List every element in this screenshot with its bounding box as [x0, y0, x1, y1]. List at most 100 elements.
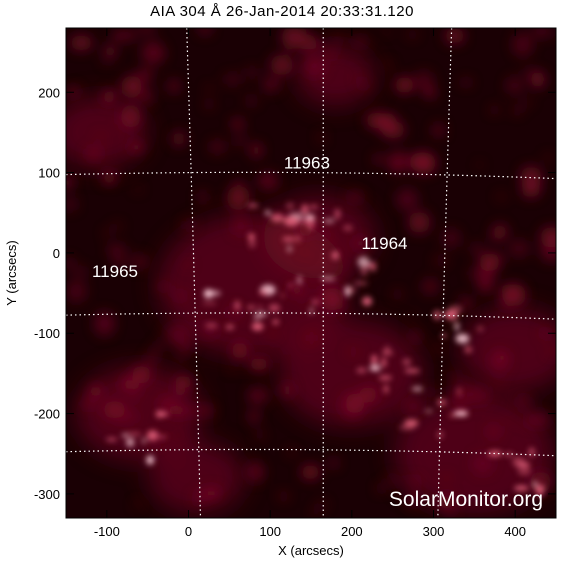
plasma-cell — [157, 396, 176, 412]
plasma-cell — [204, 101, 214, 108]
plasma-cell — [209, 140, 226, 154]
bright-kernel — [454, 411, 469, 417]
bright-kernel — [259, 289, 269, 296]
plasma-cell — [477, 281, 493, 292]
bright-kernel — [456, 387, 462, 397]
plasma-cell — [355, 75, 363, 84]
plasma-cell — [116, 30, 138, 41]
bright-kernel — [454, 323, 460, 331]
bright-kernel — [348, 287, 356, 294]
bright-kernel — [357, 256, 370, 268]
bright-kernel — [411, 386, 424, 392]
plasma-cell — [174, 375, 193, 389]
bright-kernel — [334, 208, 341, 220]
plasma-cell — [517, 396, 531, 408]
plasma-glow-blob — [394, 393, 555, 514]
plasma-cell — [205, 86, 214, 92]
plasma-cell — [66, 279, 87, 303]
y-tick-label: 100 — [38, 166, 60, 181]
x-axis: -100 0 100 200 300 400 — [94, 28, 526, 539]
plasma-cell — [365, 112, 389, 129]
plasma-cell — [487, 424, 500, 439]
plasma-cell — [257, 172, 279, 190]
bright-kernel — [247, 304, 256, 311]
plasma-cell — [269, 54, 294, 76]
plasma-cell — [176, 353, 186, 362]
plasma-cell — [320, 229, 329, 240]
plasma-cell — [475, 267, 496, 284]
plasma-cell — [300, 34, 317, 51]
plasma-cell — [168, 79, 180, 93]
plasma-cell — [320, 287, 344, 311]
x-tick-label: 200 — [341, 524, 363, 539]
bright-kernel — [514, 485, 529, 492]
y-tick-label: -300 — [34, 487, 60, 502]
bright-kernel — [146, 430, 159, 441]
bright-kernel — [362, 296, 373, 306]
x-tick-label: -100 — [94, 524, 120, 539]
plasma-cell — [255, 431, 265, 439]
plasma-cell — [128, 141, 144, 153]
plasma-cell — [476, 162, 483, 168]
plasma-cell — [101, 58, 112, 65]
plasma-cell — [134, 83, 155, 104]
plasma-cell — [301, 249, 308, 256]
plasma-cell — [442, 474, 451, 483]
x-tick-label: 0 — [185, 524, 192, 539]
plasma-cell — [250, 143, 262, 157]
plasma-cell — [521, 98, 533, 106]
bright-kernel — [272, 319, 279, 325]
plasma-cell — [144, 47, 167, 60]
bright-kernel — [283, 216, 300, 227]
bright-kernel — [126, 432, 142, 436]
plasma-cell — [437, 495, 455, 510]
bright-kernel — [300, 219, 312, 224]
solar-image — [66, 12, 556, 518]
plasma-cell — [512, 32, 534, 57]
plasma-cell — [173, 292, 186, 300]
plasma-cell — [494, 379, 502, 385]
bright-kernel — [448, 305, 463, 314]
plasma-cell — [287, 448, 296, 456]
x-axis-title: X (arcsecs) — [278, 543, 344, 558]
plasma-cell — [301, 464, 320, 480]
bright-kernel — [105, 437, 118, 442]
plasma-cell — [307, 333, 316, 343]
plasma-cell — [187, 329, 197, 334]
plasma-cell — [136, 68, 154, 81]
plasma-cell — [532, 28, 546, 38]
plasma-cell — [546, 346, 556, 356]
plasma-cell — [385, 61, 392, 68]
bright-kernel — [399, 424, 415, 431]
plasma-cell — [112, 258, 127, 266]
bright-kernel — [512, 456, 526, 468]
plasma-cell — [73, 265, 88, 278]
plasma-cell — [472, 452, 493, 475]
plasma-cell — [128, 393, 141, 400]
plasma-cell — [496, 193, 507, 201]
plasma-cell — [478, 252, 500, 272]
plasma-cell — [88, 385, 103, 398]
y-axis: -300 -200 -100 0 100 200 — [34, 85, 556, 502]
bright-kernel — [371, 354, 377, 366]
plasma-cell — [66, 197, 78, 211]
plasma-cell — [468, 268, 477, 279]
bright-kernel — [294, 235, 301, 243]
plasma-cell — [198, 28, 213, 36]
plasma-cell — [469, 244, 484, 254]
bright-kernel — [433, 310, 442, 320]
plasma-cell — [491, 106, 498, 114]
plasma-cell — [520, 166, 543, 188]
y-tick-label: 0 — [53, 246, 60, 261]
plasma-cell — [521, 181, 541, 198]
plasma-cell — [489, 350, 509, 372]
plasma-cell — [66, 176, 73, 190]
bright-kernel — [268, 303, 280, 313]
latitude-line — [66, 12, 556, 18]
plasma-cell — [112, 31, 122, 41]
plasma-mid-layer — [66, 28, 556, 518]
plasma-cell — [441, 228, 461, 248]
active-region-label: 11965 — [92, 262, 138, 281]
bright-kernel — [280, 293, 285, 298]
bright-kernel — [257, 305, 263, 310]
